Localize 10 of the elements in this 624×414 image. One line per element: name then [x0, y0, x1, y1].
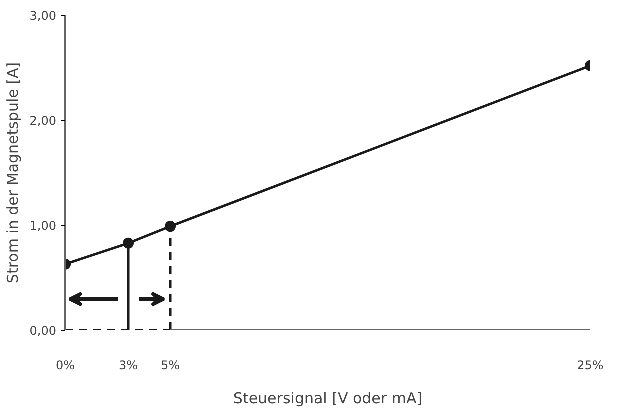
y-axis-title: Strom in der Magnetspule [A] [4, 62, 22, 284]
y-tick-label: 3,00 [30, 9, 56, 23]
x-tick-label: 5% [160, 358, 180, 372]
y-tick-label: 1,00 [30, 219, 56, 233]
x-tick-label: 0% [56, 358, 76, 372]
x-tick-label: 3% [118, 358, 138, 372]
x-tick-label: 25% [577, 358, 604, 372]
y-tick-label: 2,00 [30, 114, 56, 128]
y-tick-label: 0,00 [30, 324, 56, 338]
x-axis-title: Steuersignal [V oder mA] [233, 390, 423, 408]
